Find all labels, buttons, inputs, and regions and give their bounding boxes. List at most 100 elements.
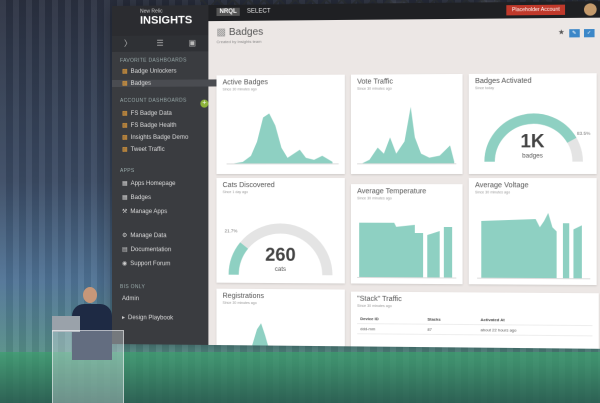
chevron-right-icon: ▸ (122, 315, 125, 321)
sidebar-item-design-playbook[interactable]: ▸ Design Playbook (122, 314, 173, 321)
area-chart (221, 309, 343, 349)
gauge-unit: cats (216, 267, 344, 274)
chart-icon: ▩ (122, 123, 128, 129)
sidebar-item-badge-unlockers[interactable]: ▩ Badge Unlockers (122, 68, 177, 75)
edit-button[interactable]: ✎ (569, 29, 580, 37)
card-stack-traffic[interactable]: "Stack" Traffic Since 30 minutes ago Dev… (351, 292, 599, 349)
account-section-label: ACCOUNT DASHBOARDS (120, 98, 187, 104)
gear-icon: ⚙ (122, 233, 127, 239)
star-icon[interactable]: ★ (558, 29, 565, 36)
card-badges-activated[interactable]: Badges Activated Since today 1K badges 8… (469, 73, 597, 174)
column-header[interactable]: Device ID (357, 314, 424, 324)
sidebar: New Relic INSIGHTS 〉 ☰ ▣ FAVORITE DASHBO… (112, 5, 208, 345)
terminal-icon[interactable]: 〉 (112, 36, 144, 52)
card-title: Badges Activated (475, 78, 532, 85)
wrench-icon: ⚒ (122, 209, 127, 215)
chart-area (359, 223, 452, 278)
dashboard-icon: ▩ (216, 27, 228, 38)
sidebar-item-label: Badges (131, 195, 151, 201)
apps-icon: ▦ (122, 181, 128, 187)
chart-icon: ▩ (122, 69, 128, 75)
column-header[interactable]: Stacks (424, 314, 477, 324)
x-axis (357, 277, 456, 278)
table-cell: 87 (424, 324, 477, 335)
sidebar-item-documentation[interactable]: ▤ Documentation (122, 246, 171, 253)
chart-icon: ▩ (122, 135, 128, 141)
page-title-text: Badges (229, 27, 263, 38)
gauge-value: 260 (216, 244, 344, 266)
card-registrations[interactable]: Registrations Since 30 minutes ago (216, 289, 344, 349)
apps-section-label: APPS (120, 168, 135, 174)
sidebar-item-label: Insights Badge Demo (131, 135, 189, 141)
brand-title: INSIGHTS (140, 14, 192, 27)
brand: New Relic INSIGHTS (112, 5, 208, 36)
sidebar-item-label: FS Badge Data (131, 111, 172, 117)
add-dashboard-icon[interactable]: + (200, 100, 208, 108)
table-cell: ddd-mm (357, 324, 424, 335)
sidebar-item-admin[interactable]: Admin (122, 296, 139, 302)
card-active-badges[interactable]: Active Badges Since 30 minutes ago (216, 75, 344, 174)
bis-section-label: BIS ONLY (120, 284, 145, 290)
sidebar-item-label: Apps Homepage (131, 181, 176, 187)
chart-icon: ▩ (122, 147, 128, 153)
sidebar-item-manage-data[interactable]: ⚙ Manage Data (122, 232, 167, 239)
sidebar-toolbar: 〉 ☰ ▣ (112, 35, 208, 52)
card-title: Average Temperature (357, 188, 426, 195)
list-icon[interactable]: ☰ (144, 35, 176, 51)
gauge-percent: 83.5% (577, 131, 590, 136)
card-subtitle: Since 1 day ago (223, 190, 248, 194)
sidebar-item-badges[interactable]: ▩ Badges (112, 79, 219, 87)
page-subtitle: Created by Insights team (216, 39, 263, 44)
card-title: Vote Traffic (357, 78, 393, 85)
account-switcher[interactable]: Placeholder Account (507, 5, 565, 16)
monitor-icon[interactable]: ▣ (176, 35, 208, 51)
sidebar-item-insights-badge-demo[interactable]: ▩ Insights Badge Demo (122, 134, 188, 141)
chart-area (251, 323, 269, 349)
card-average-temperature[interactable]: Average Temperature Since 30 minutes ago (351, 184, 463, 284)
x-axis (477, 278, 590, 279)
avatar[interactable] (584, 3, 597, 15)
card-average-voltage[interactable]: Average Voltage Since 30 minutes ago (469, 178, 597, 285)
card-title: Active Badges (223, 79, 268, 86)
apps-icon: ▦ (122, 195, 128, 201)
table-row: ddd-mm 87 about 22 hours ago (357, 324, 592, 336)
card-subtitle: Since 30 minutes ago (357, 87, 392, 91)
share-button[interactable]: ✓ (584, 29, 595, 37)
area-chart (473, 201, 595, 281)
query-input[interactable]: SELECT (247, 8, 271, 14)
favorites-section-label: FAVORITE DASHBOARDS (120, 57, 187, 63)
area-chart (221, 97, 343, 168)
book-icon: ▤ (122, 247, 128, 253)
gauge-percent: 21.7% (225, 228, 238, 233)
page-header: ▩ Badges Created by Insights team (216, 27, 263, 45)
sidebar-item-label: FS Badge Health (131, 123, 177, 129)
card-subtitle: Since today (475, 86, 494, 90)
sidebar-item-support-forum[interactable]: ◉ Support Forum (122, 260, 170, 267)
nrql-logo[interactable]: NRQL (216, 8, 239, 16)
card-vote-traffic[interactable]: Vote Traffic Since 30 minutes ago (351, 74, 463, 174)
help-icon: ◉ (122, 261, 127, 267)
header-actions: ★ ✎ ✓ (558, 28, 594, 38)
sidebar-item-apps-homepage[interactable]: ▦ Apps Homepage (122, 180, 176, 187)
card-title: Cats Discovered (223, 182, 275, 189)
sidebar-item-fs-badge-data[interactable]: ▩ FS Badge Data (122, 110, 172, 117)
sidebar-item-fs-badge-health[interactable]: ▩ FS Badge Health (122, 122, 177, 129)
card-subtitle: Since 30 minutes ago (223, 301, 257, 305)
card-cats-discovered[interactable]: Cats Discovered Since 1 day ago 260 cats… (216, 178, 344, 283)
sidebar-item-manage-apps[interactable]: ⚒ Manage Apps (122, 208, 167, 215)
area-chart (353, 96, 460, 167)
card-subtitle: Since 30 minutes ago (357, 304, 392, 308)
sidebar-item-label: Documentation (131, 247, 171, 253)
sidebar-item-label: Badge Unlockers (131, 69, 177, 75)
sidebar-item-label: Tweet Traffic (131, 147, 165, 153)
sidebar-item-label: Manage Data (130, 233, 166, 239)
page-title: ▩ Badges (216, 27, 263, 38)
card-title: "Stack" Traffic (357, 296, 402, 303)
sidebar-item-tweet-traffic[interactable]: ▩ Tweet Traffic (122, 146, 165, 153)
sidebar-item-apps-badges[interactable]: ▦ Badges (122, 194, 151, 201)
gauge-unit: badges (469, 153, 597, 159)
chart-area (361, 107, 454, 164)
chart-area (231, 113, 333, 164)
card-subtitle: Since 30 minutes ago (475, 190, 510, 194)
